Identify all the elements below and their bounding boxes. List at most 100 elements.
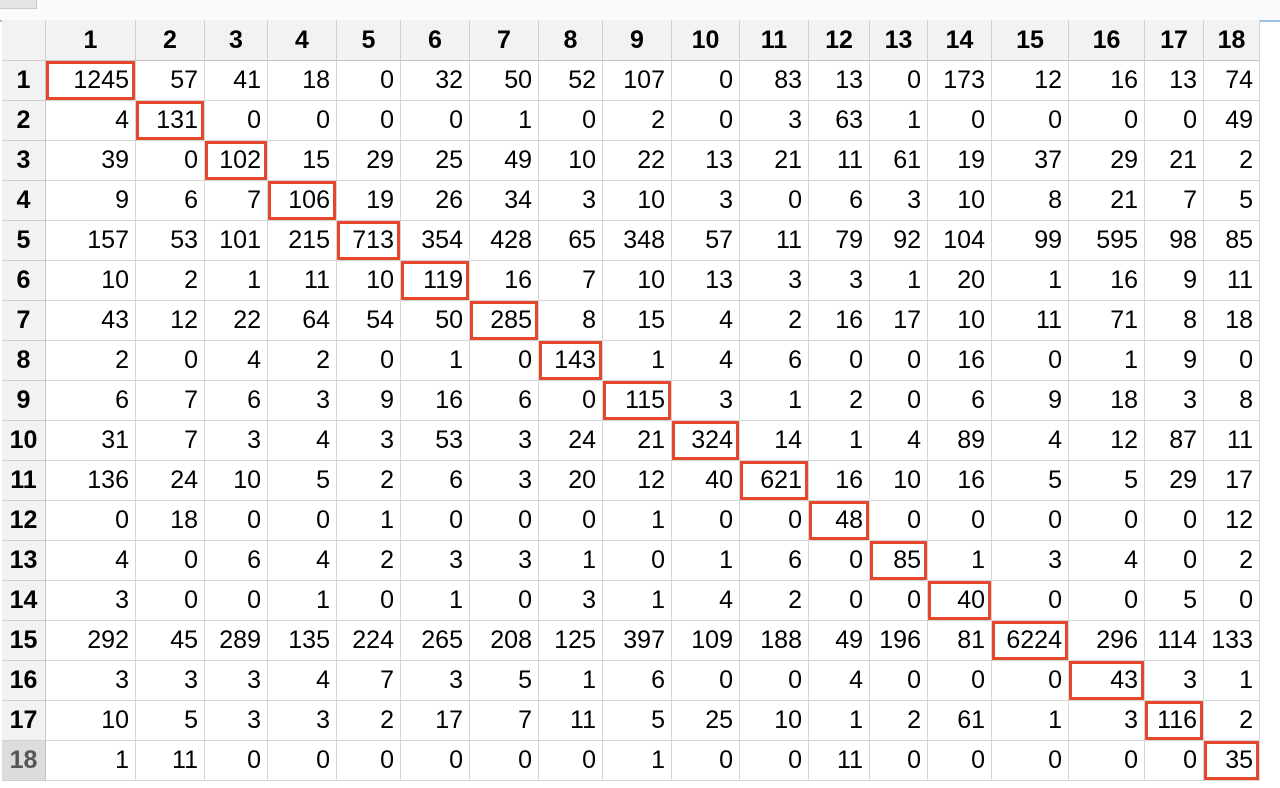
table-cell[interactable]: 1 [603, 501, 672, 541]
table-cell[interactable]: 10 [740, 701, 809, 741]
column-header-3[interactable]: 3 [205, 20, 268, 61]
table-cell[interactable]: 157 [46, 221, 136, 261]
table-cell[interactable]: 0 [1069, 741, 1145, 781]
table-cell[interactable]: 11 [809, 741, 870, 781]
table-cell[interactable]: 0 [470, 581, 539, 621]
table-cell[interactable]: 9 [992, 381, 1069, 421]
table-cell[interactable]: 9 [46, 181, 136, 221]
table-cell[interactable]: 25 [672, 701, 740, 741]
table-cell[interactable]: 0 [809, 341, 870, 381]
table-cell[interactable]: 215 [268, 221, 337, 261]
table-cell[interactable]: 11 [1204, 261, 1260, 301]
table-cell[interactable]: 13 [809, 61, 870, 101]
table-cell[interactable]: 6 [603, 661, 672, 701]
table-cell[interactable]: 0 [401, 501, 470, 541]
table-cell[interactable]: 0 [337, 341, 401, 381]
column-header-4[interactable]: 4 [268, 20, 337, 61]
table-cell[interactable]: 12 [1204, 501, 1260, 541]
diagonal-cell[interactable]: 43 [1069, 661, 1145, 701]
table-cell[interactable]: 2 [136, 261, 205, 301]
table-cell[interactable]: 10 [603, 181, 672, 221]
table-cell[interactable]: 0 [603, 541, 672, 581]
table-cell[interactable]: 0 [136, 141, 205, 181]
table-cell[interactable]: 0 [992, 101, 1069, 141]
table-cell[interactable]: 7 [470, 701, 539, 741]
table-cell[interactable]: 0 [539, 101, 603, 141]
row-header-10[interactable]: 10 [2, 421, 46, 461]
table-cell[interactable]: 13 [672, 261, 740, 301]
table-cell[interactable]: 0 [337, 581, 401, 621]
table-cell[interactable]: 45 [136, 621, 205, 661]
table-cell[interactable]: 0 [205, 741, 268, 781]
table-cell[interactable]: 0 [870, 501, 928, 541]
table-cell[interactable]: 3 [470, 541, 539, 581]
table-cell[interactable]: 20 [539, 461, 603, 501]
table-cell[interactable]: 52 [539, 61, 603, 101]
table-cell[interactable]: 0 [928, 501, 992, 541]
table-cell[interactable]: 1 [603, 341, 672, 381]
table-cell[interactable]: 1 [603, 741, 672, 781]
table-cell[interactable]: 17 [870, 301, 928, 341]
table-cell[interactable]: 10 [337, 261, 401, 301]
table-cell[interactable]: 0 [46, 501, 136, 541]
table-cell[interactable]: 4 [268, 541, 337, 581]
column-header-6[interactable]: 6 [401, 20, 470, 61]
table-cell[interactable]: 43 [46, 301, 136, 341]
table-cell[interactable]: 49 [1204, 101, 1260, 141]
table-cell[interactable]: 1 [992, 261, 1069, 301]
table-cell[interactable]: 397 [603, 621, 672, 661]
table-cell[interactable]: 101 [205, 221, 268, 261]
table-cell[interactable]: 89 [928, 421, 992, 461]
column-header-9[interactable]: 9 [603, 20, 672, 61]
table-cell[interactable]: 0 [740, 741, 809, 781]
diagonal-cell[interactable]: 85 [870, 541, 928, 581]
sheet-tab[interactable] [0, 0, 37, 9]
row-header-15[interactable]: 15 [2, 621, 46, 661]
table-cell[interactable]: 3 [205, 701, 268, 741]
table-cell[interactable]: 1 [401, 341, 470, 381]
table-cell[interactable]: 2 [603, 101, 672, 141]
row-header-12[interactable]: 12 [2, 501, 46, 541]
table-cell[interactable]: 15 [603, 301, 672, 341]
row-header-9[interactable]: 9 [2, 381, 46, 421]
table-cell[interactable]: 3 [1069, 701, 1145, 741]
table-cell[interactable]: 13 [1145, 61, 1204, 101]
table-cell[interactable]: 2 [337, 461, 401, 501]
table-cell[interactable]: 1 [809, 421, 870, 461]
select-all-corner[interactable] [2, 20, 46, 61]
table-cell[interactable]: 16 [809, 301, 870, 341]
table-cell[interactable]: 2 [870, 701, 928, 741]
table-cell[interactable]: 11 [809, 141, 870, 181]
table-cell[interactable]: 8 [539, 301, 603, 341]
table-cell[interactable]: 6 [46, 381, 136, 421]
table-cell[interactable]: 57 [672, 221, 740, 261]
table-cell[interactable]: 0 [870, 381, 928, 421]
table-cell[interactable]: 1 [809, 701, 870, 741]
table-cell[interactable]: 2 [337, 701, 401, 741]
table-cell[interactable]: 16 [1069, 61, 1145, 101]
table-cell[interactable]: 296 [1069, 621, 1145, 661]
table-cell[interactable]: 65 [539, 221, 603, 261]
table-cell[interactable]: 11 [992, 301, 1069, 341]
table-cell[interactable]: 49 [470, 141, 539, 181]
row-header-7[interactable]: 7 [2, 301, 46, 341]
table-cell[interactable]: 24 [136, 461, 205, 501]
table-cell[interactable]: 16 [809, 461, 870, 501]
row-header-14[interactable]: 14 [2, 581, 46, 621]
table-cell[interactable]: 0 [870, 581, 928, 621]
diagonal-cell[interactable]: 115 [603, 381, 672, 421]
table-cell[interactable]: 6 [740, 541, 809, 581]
table-cell[interactable]: 4 [205, 341, 268, 381]
table-cell[interactable]: 12 [603, 461, 672, 501]
table-cell[interactable]: 10 [539, 141, 603, 181]
table-cell[interactable]: 107 [603, 61, 672, 101]
table-cell[interactable]: 10 [46, 261, 136, 301]
table-cell[interactable]: 6 [809, 181, 870, 221]
table-cell[interactable]: 4 [672, 341, 740, 381]
table-cell[interactable]: 2 [46, 341, 136, 381]
table-cell[interactable]: 5 [470, 661, 539, 701]
table-cell[interactable]: 0 [1069, 581, 1145, 621]
table-cell[interactable]: 26 [401, 181, 470, 221]
table-cell[interactable]: 4 [672, 581, 740, 621]
table-cell[interactable]: 133 [1204, 621, 1260, 661]
